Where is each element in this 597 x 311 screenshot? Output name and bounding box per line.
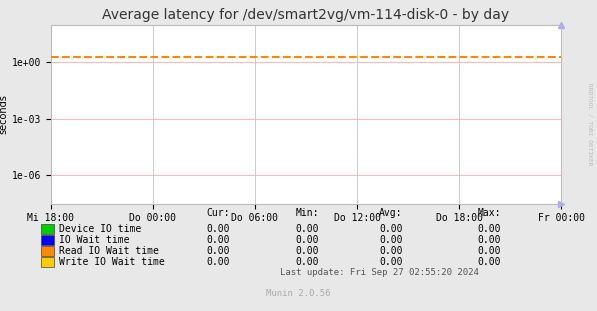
Text: 0.00: 0.00 — [296, 235, 319, 245]
Text: Cur:: Cur: — [206, 208, 230, 218]
Text: 0.00: 0.00 — [478, 224, 501, 234]
Text: 0.00: 0.00 — [478, 257, 501, 267]
Text: 0.00: 0.00 — [206, 224, 230, 234]
Text: Max:: Max: — [478, 208, 501, 218]
Text: Munin 2.0.56: Munin 2.0.56 — [266, 289, 331, 298]
Text: 0.00: 0.00 — [478, 246, 501, 256]
Text: 0.00: 0.00 — [379, 224, 403, 234]
Title: Average latency for /dev/smart2vg/vm-114-disk-0 - by day: Average latency for /dev/smart2vg/vm-114… — [103, 8, 509, 22]
Text: RRDTOOL / TOBI OETIKER: RRDTOOL / TOBI OETIKER — [587, 83, 592, 166]
Text: Device IO time: Device IO time — [59, 224, 141, 234]
Text: Write IO Wait time: Write IO Wait time — [59, 257, 164, 267]
Text: 0.00: 0.00 — [296, 224, 319, 234]
Text: 0.00: 0.00 — [206, 257, 230, 267]
Text: 0.00: 0.00 — [296, 246, 319, 256]
Text: IO Wait time: IO Wait time — [59, 235, 129, 245]
Text: Avg:: Avg: — [379, 208, 403, 218]
Text: 0.00: 0.00 — [379, 246, 403, 256]
Text: 0.00: 0.00 — [478, 235, 501, 245]
Text: 0.00: 0.00 — [206, 235, 230, 245]
Text: 0.00: 0.00 — [296, 257, 319, 267]
Text: Min:: Min: — [296, 208, 319, 218]
Text: 0.00: 0.00 — [379, 257, 403, 267]
Text: 0.00: 0.00 — [206, 246, 230, 256]
Y-axis label: seconds: seconds — [0, 94, 9, 134]
Text: Read IO Wait time: Read IO Wait time — [59, 246, 158, 256]
Text: Last update: Fri Sep 27 02:55:20 2024: Last update: Fri Sep 27 02:55:20 2024 — [279, 268, 479, 277]
Text: 0.00: 0.00 — [379, 235, 403, 245]
